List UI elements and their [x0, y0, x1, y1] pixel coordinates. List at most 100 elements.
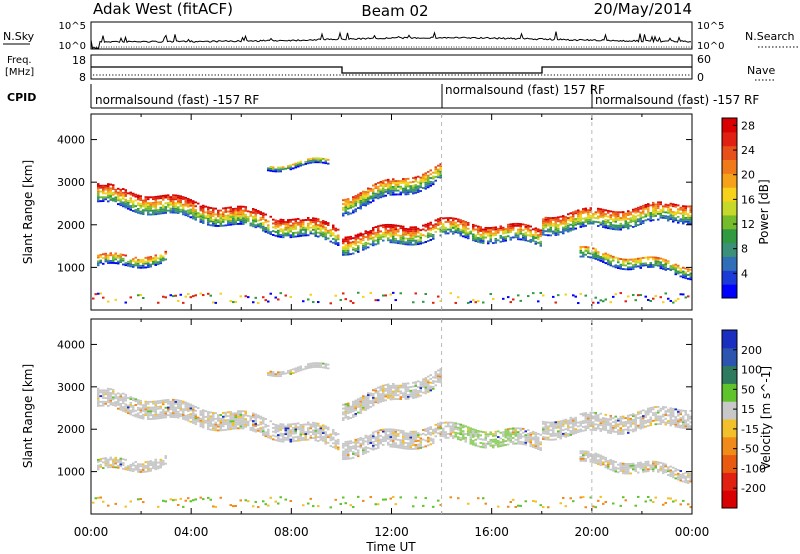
velocity-echo-cell — [612, 463, 615, 466]
power-echo-cell — [549, 226, 552, 229]
power-echo-cell — [394, 224, 397, 227]
power-echo-cell — [429, 238, 432, 241]
power-echo-cell — [417, 189, 420, 192]
velocity-echo-cell — [102, 457, 105, 460]
power-echo-cell — [164, 202, 167, 205]
power-echo-cell — [652, 219, 655, 222]
power-echo-cell — [387, 237, 390, 240]
power-noise-cell — [137, 294, 140, 297]
power-echo-cell — [544, 230, 547, 233]
velocity-echo-cell — [152, 416, 155, 418]
velocity-echo-cell — [232, 412, 235, 415]
power-echo-cell — [409, 237, 412, 240]
velocity-echo-cell — [362, 401, 365, 403]
power-echo-cell — [384, 188, 387, 191]
power-noise-cell — [377, 299, 380, 302]
power-echo-cell — [567, 224, 570, 227]
power-echo-cell — [432, 224, 435, 227]
power-echo-cell — [324, 226, 327, 229]
velocity-echo-cell — [464, 425, 467, 428]
power-echo-cell — [464, 228, 467, 231]
power-echo-cell — [177, 206, 180, 209]
power-echo-cell — [602, 214, 605, 217]
power-echo-cell — [452, 223, 455, 226]
power-echo-cell — [637, 218, 640, 221]
velocity-echo-cell — [597, 453, 600, 456]
power-echo-cell — [159, 206, 162, 209]
velocity-echo-cell — [194, 415, 197, 418]
power-echo-cell — [117, 256, 120, 259]
velocity-echo-cell — [122, 398, 125, 401]
velocity-echo-cell — [207, 416, 210, 419]
velocity-echo-cell — [584, 412, 587, 415]
power-echo-cell — [632, 210, 635, 213]
velocity-echo-cell — [514, 431, 517, 434]
power-echo-cell — [584, 217, 587, 220]
power-echo-cell — [254, 210, 257, 213]
velocity-echo-cell — [377, 439, 380, 442]
power-echo-cell — [659, 214, 662, 217]
velocity-echo-cell — [424, 382, 427, 385]
power-echo-cell — [472, 223, 475, 226]
power-echo-cell — [107, 194, 110, 197]
velocity-echo-cell — [149, 418, 152, 420]
velocity-echo-cell — [407, 397, 410, 400]
velocity-echo-cell — [362, 395, 365, 398]
velocity-echo-cell — [549, 433, 552, 435]
power-echo-cell — [357, 247, 360, 249]
power-echo-cell — [177, 202, 180, 205]
power-echo-cell — [314, 227, 317, 230]
velocity-echo-cell — [589, 453, 592, 456]
velocity-echo-cell — [489, 442, 492, 445]
power-echo-cell — [132, 200, 135, 203]
power-echo-cell — [454, 229, 457, 232]
velocity-echo-cell — [399, 446, 402, 449]
power-echo-cell — [97, 196, 100, 199]
velocity-echo-cell — [139, 401, 142, 404]
velocity-echo-cell — [159, 415, 162, 418]
power-echo-cell — [394, 185, 397, 188]
power-echo-cell — [462, 221, 465, 224]
power-echo-cell — [407, 189, 410, 192]
power-echo-cell — [294, 231, 297, 234]
power-echo-cell — [639, 223, 642, 226]
power-echo-cell — [557, 216, 560, 219]
velocity-echo-cell — [359, 436, 362, 439]
power-echo-cell — [179, 197, 182, 200]
velocity-echo-cell — [287, 429, 290, 432]
velocity-echo-cell — [639, 416, 642, 419]
velocity-echo-cell — [144, 402, 147, 405]
power-echo-cell — [302, 228, 305, 231]
power-echo-cell — [662, 214, 665, 217]
velocity-echo-cell — [352, 456, 355, 459]
power-echo-cell — [654, 262, 657, 265]
velocity-echo-cell — [112, 402, 115, 405]
velocity-echo-cell — [367, 446, 370, 449]
velocity-echo-cell — [224, 411, 227, 414]
power-echo-cell — [629, 224, 632, 227]
velocity-echo-cell — [267, 372, 270, 375]
velocity-echo-cell — [587, 450, 590, 453]
power-echo-cell — [157, 257, 160, 260]
power-echo-cell — [412, 232, 415, 235]
power-echo-cell — [344, 204, 347, 207]
power-echo-cell — [494, 228, 497, 231]
power-echo-cell — [419, 242, 422, 245]
power-echo-cell — [322, 231, 325, 234]
power-echo-cell — [427, 174, 430, 177]
velocity-echo-cell — [124, 403, 127, 406]
velocity-echo-cell — [277, 428, 280, 431]
velocity-echo-cell — [197, 418, 200, 421]
velocity-echo-cell — [487, 442, 490, 445]
power-echo-cell — [234, 219, 237, 222]
velocity-echo-cell — [409, 430, 412, 433]
power-echo-cell — [417, 241, 420, 244]
power-echo-cell — [312, 228, 315, 231]
power-echo-cell — [117, 197, 120, 200]
power-echo-cell — [474, 234, 477, 237]
power-echo-cell — [307, 222, 310, 225]
power-echo-cell — [159, 197, 162, 200]
power-echo-cell — [607, 221, 610, 224]
velocity-echo-cell — [102, 467, 105, 470]
power-echo-cell — [392, 191, 395, 194]
